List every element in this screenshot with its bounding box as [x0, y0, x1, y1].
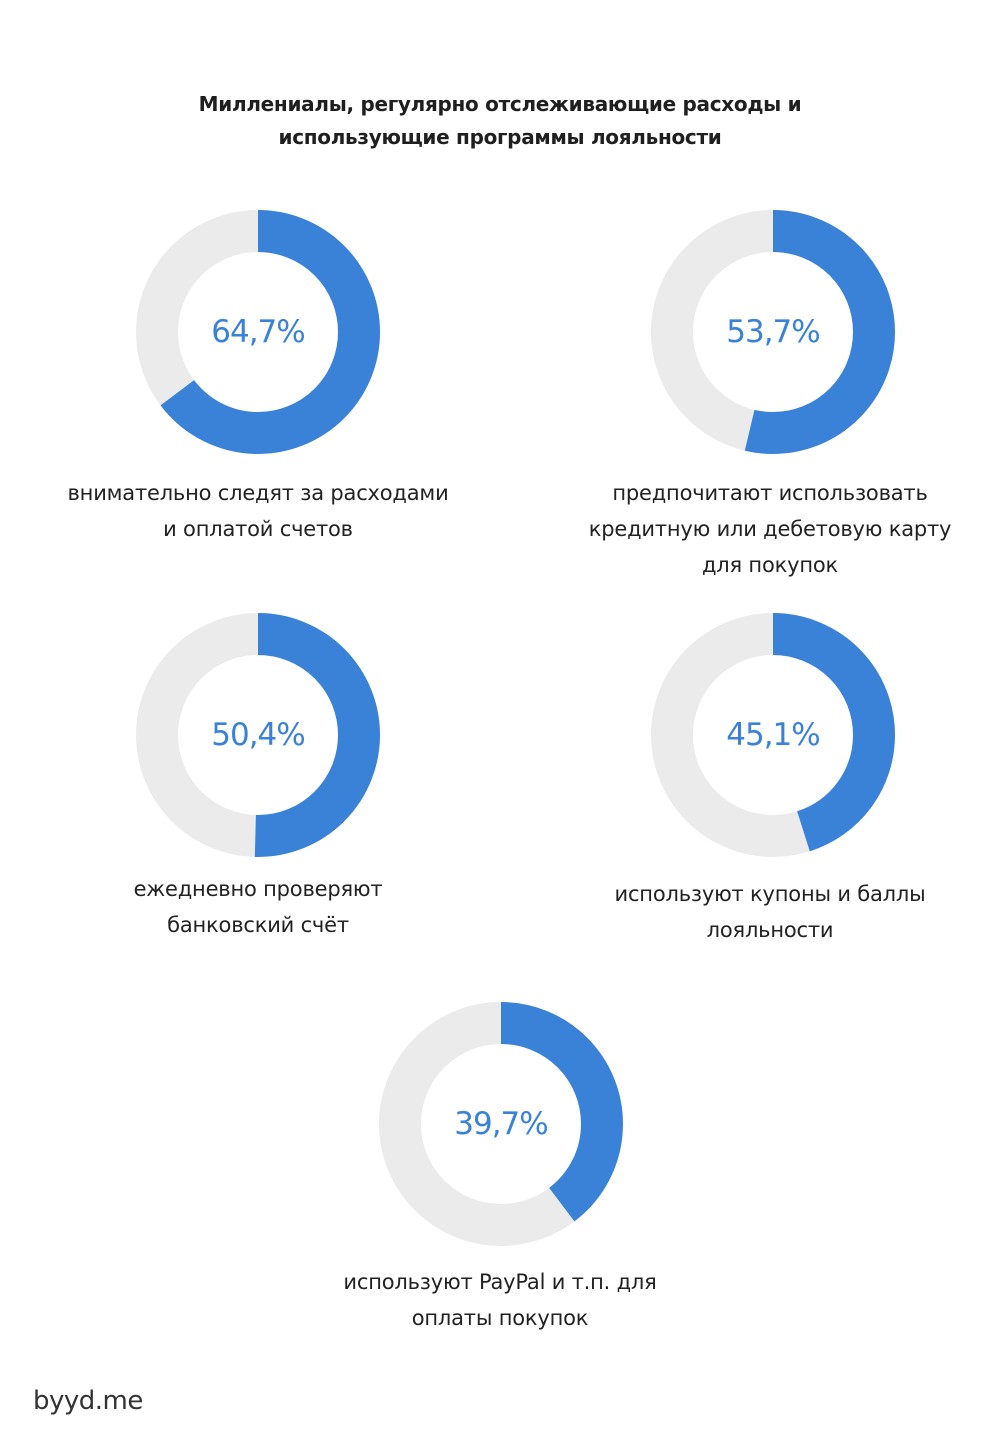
chart-title-line-1: Миллениалы, регулярно отслеживающие расх…: [198, 92, 802, 116]
donut-label-2-line-2: кредитную или дебетовую карту: [588, 517, 952, 541]
chart-title-line-2: использующие программы лояльности: [278, 125, 722, 149]
donut-svg-1: 64,7%: [136, 210, 380, 454]
donut-value-label-2: 53,7%: [726, 314, 819, 350]
donut-label-2: предпочитают использовать кредитную или …: [560, 475, 980, 583]
donut-label-3-line-1: ежедневно проверяют: [133, 877, 383, 901]
chart-title: Миллениалы, регулярно отслеживающие расх…: [150, 88, 850, 154]
donut-label-4: используют купоны и баллы лояльности: [560, 876, 980, 948]
donut-label-1-line-1: внимательно следят за расходами: [67, 481, 449, 505]
donut-value-label-1: 64,7%: [211, 314, 304, 350]
donut-svg-2: 53,7%: [651, 210, 895, 454]
donut-label-3-line-2: банковский счёт: [167, 913, 349, 937]
donut-label-1-line-2: и оплатой счетов: [163, 517, 353, 541]
donut-svg-4: 45,1%: [651, 613, 895, 857]
donut-label-4-line-1: используют купоны и баллы: [614, 882, 926, 906]
donut-label-3: ежедневно проверяют банковский счёт: [48, 871, 468, 943]
donut-label-5-line-2: оплаты покупок: [411, 1306, 589, 1330]
donut-segment-5: [379, 1002, 623, 1246]
donut-chart-2: 53,7%: [651, 210, 895, 454]
donut-chart-3: 50,4%: [136, 613, 380, 857]
donut-label-4-line-2: лояльности: [706, 918, 834, 942]
donut-label-5: используют PayPal и т.п. для оплаты поку…: [290, 1264, 710, 1336]
donut-value-label-3: 50,4%: [211, 717, 304, 753]
donut-segment-1: [136, 210, 380, 454]
donut-segment-2: [651, 210, 895, 454]
donut-chart-1: 64,7%: [136, 210, 380, 454]
donut-label-2-line-3: для покупок: [701, 553, 838, 577]
donut-chart-5: 39,7%: [379, 1002, 623, 1246]
donut-segment-4: [651, 613, 895, 857]
donut-label-2-line-1: предпочитают использовать: [612, 481, 928, 505]
brand-logo-text: byyd.me: [33, 1386, 143, 1416]
donut-value-label-4: 45,1%: [726, 717, 819, 753]
donut-chart-4: 45,1%: [651, 613, 895, 857]
donut-value-label-5: 39,7%: [454, 1106, 547, 1142]
donut-svg-5: 39,7%: [379, 1002, 623, 1246]
donut-label-1: внимательно следят за расходами и оплато…: [48, 475, 468, 547]
donut-svg-3: 50,4%: [136, 613, 380, 857]
donut-segment-3: [136, 613, 380, 857]
donut-label-5-line-1: используют PayPal и т.п. для: [343, 1270, 657, 1294]
